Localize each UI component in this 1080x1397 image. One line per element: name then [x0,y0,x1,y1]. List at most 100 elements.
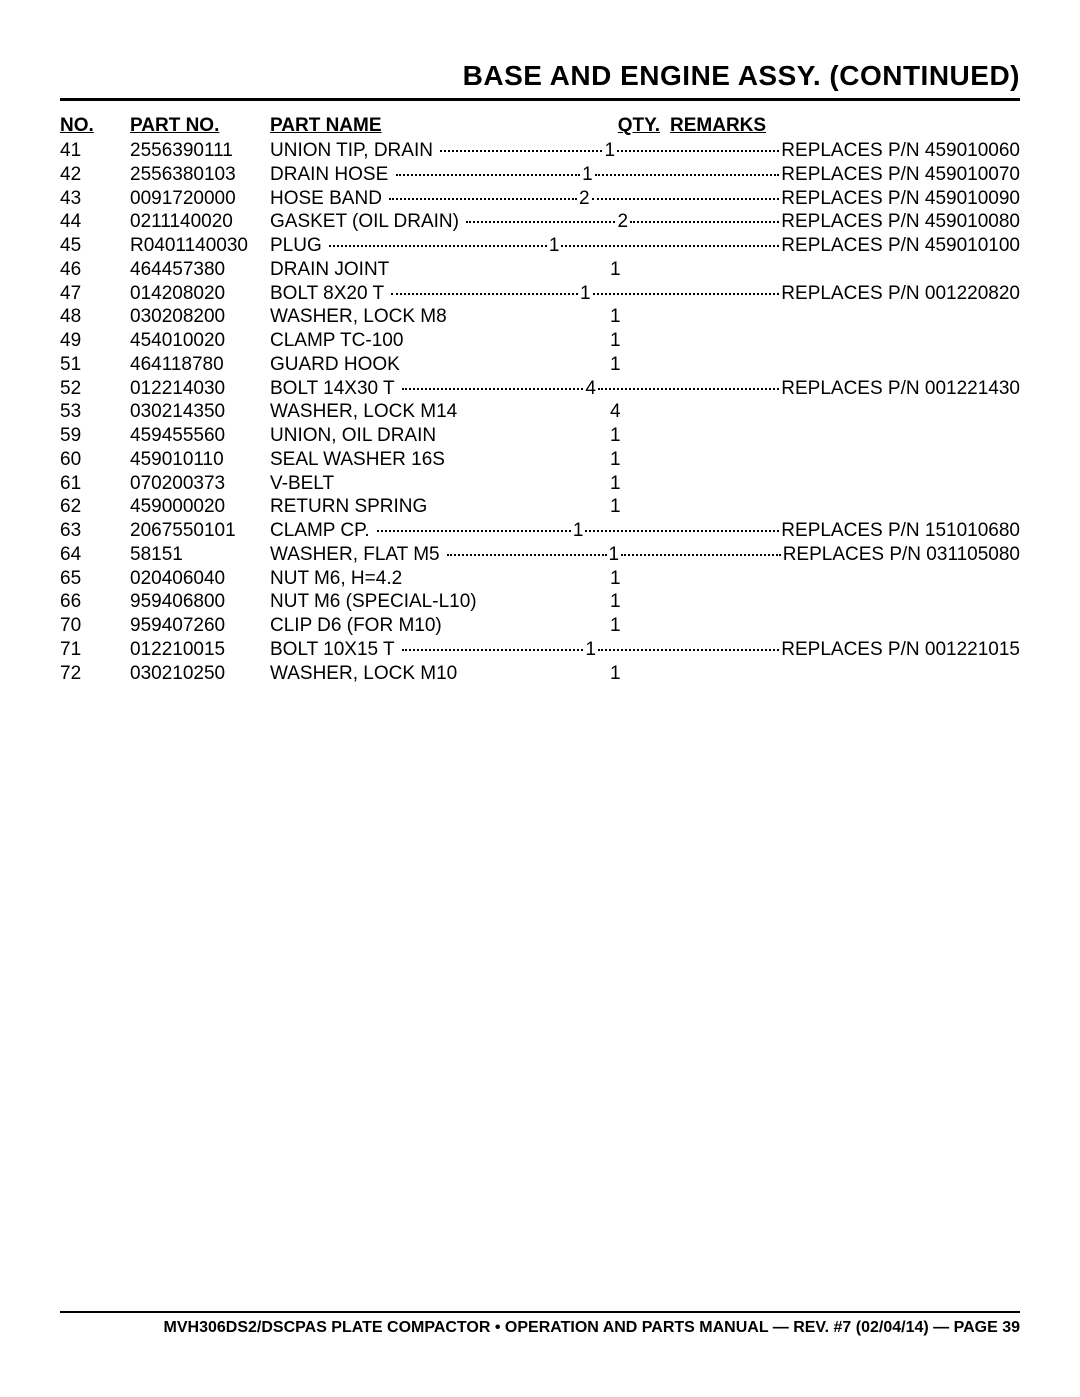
cell-part-name: CLAMP CP. [270,519,375,543]
cell-name-qty-rem: HOSE BAND 2REPLACES P/N 459010090 [270,187,1020,211]
cell-no: 65 [60,567,130,591]
dot-leader [447,554,607,556]
table-row: 632067550101CLAMP CP. 1REPLACES P/N 1510… [60,519,1020,543]
cell-qty: 1 [610,329,630,353]
cell-part-no: 0091720000 [130,187,270,211]
cell-part-name: GASKET (OIL DRAIN) [270,210,464,234]
header-part-name: PART NAME [270,115,610,137]
cell-part-name: V-BELT [270,472,610,496]
cell-qty: 4 [610,400,630,424]
table-row: 430091720000HOSE BAND 2REPLACES P/N 4590… [60,187,1020,211]
cell-qty: 1 [610,448,630,472]
cell-qty: 1 [573,519,584,543]
dot-leader [630,221,779,223]
cell-part-name: NUT M6, H=4.2 [270,567,610,591]
cell-name-qty-rem: UNION TIP, DRAIN 1REPLACES P/N 459010060 [270,139,1020,163]
cell-no: 52 [60,377,130,401]
cell-part-no: 012210015 [130,638,270,662]
cell-qty: 1 [610,590,630,614]
table-row: 70959407260CLIP D6 (FOR M10)1 [60,614,1020,638]
page-title: BASE AND ENGINE ASSY. (CONTINUED) [60,60,1020,101]
cell-no: 49 [60,329,130,353]
cell-part-name: WASHER, LOCK M14 [270,400,610,424]
cell-part-name: UNION TIP, DRAIN [270,139,438,163]
dot-leader [621,554,781,556]
cell-no: 62 [60,495,130,519]
cell-qty: 1 [609,543,620,567]
cell-part-name: UNION, OIL DRAIN [270,424,610,448]
cell-remarks: REPLACES P/N 459010100 [781,234,1020,258]
dot-leader [617,150,779,152]
header-qty: QTY. [610,115,670,137]
cell-part-name: CLAMP TC-100 [270,329,610,353]
cell-no: 66 [60,590,130,614]
cell-part-no: 459010110 [130,448,270,472]
cell-qty: 1 [549,234,560,258]
cell-part-name: CLIP D6 (FOR M10) [270,614,610,638]
cell-qty: 1 [610,472,630,496]
cell-qty: 2 [579,187,590,211]
cell-part-no: 2067550101 [130,519,270,543]
cell-qty: 1 [610,353,630,377]
dot-leader [402,388,583,390]
cell-qty: 1 [610,567,630,591]
cell-qty: 1 [582,163,593,187]
dot-leader [396,174,581,176]
cell-part-no: 464118780 [130,353,270,377]
dot-leader [592,198,780,200]
cell-qty: 1 [604,139,615,163]
dot-leader [377,530,571,532]
table-row: 65020406040NUT M6, H=4.21 [60,567,1020,591]
cell-part-no: 454010020 [130,329,270,353]
dot-leader [585,530,779,532]
table-row: 51464118780GUARD HOOK1 [60,353,1020,377]
cell-part-no: 959407260 [130,614,270,638]
cell-part-no: R0401140030 [130,234,270,258]
cell-no: 41 [60,139,130,163]
table-row: 48030208200WASHER, LOCK M81 [60,305,1020,329]
cell-part-no: 58151 [130,543,270,567]
cell-part-no: 464457380 [130,258,270,282]
table-row: 52012214030BOLT 14X30 T 4REPLACES P/N 00… [60,377,1020,401]
cell-name-qty-rem: WASHER, FLAT M5 1REPLACES P/N 031105080 [270,543,1020,567]
table-row: 72030210250WASHER, LOCK M101 [60,662,1020,686]
cell-remarks: REPLACES P/N 151010680 [781,519,1020,543]
table-row: 62459000020RETURN SPRING1 [60,495,1020,519]
dot-leader [402,649,583,651]
cell-part-no: 2556380103 [130,163,270,187]
cell-no: 60 [60,448,130,472]
cell-qty: 1 [610,495,630,519]
cell-name-qty-rem: BOLT 10X15 T 1REPLACES P/N 001221015 [270,638,1020,662]
cell-part-name: NUT M6 (SPECIAL-L10) [270,590,610,614]
cell-name-qty-rem: BOLT 14X30 T 4REPLACES P/N 001221430 [270,377,1020,401]
cell-no: 46 [60,258,130,282]
cell-part-name: GUARD HOOK [270,353,610,377]
cell-qty: 2 [617,210,628,234]
cell-no: 51 [60,353,130,377]
cell-no: 71 [60,638,130,662]
cell-remarks: REPLACES P/N 459010080 [781,210,1020,234]
cell-part-no: 459455560 [130,424,270,448]
cell-no: 48 [60,305,130,329]
table-row: 61070200373V-BELT1 [60,472,1020,496]
cell-no: 44 [60,210,130,234]
cell-part-no: 0211140020 [130,210,270,234]
cell-part-name: RETURN SPRING [270,495,610,519]
table-row: 412556390111UNION TIP, DRAIN 1REPLACES P… [60,139,1020,163]
cell-name-qty-rem: CLAMP CP. 1 REPLACES P/N 151010680 [270,519,1020,543]
header-part-no: PART NO. [130,115,270,137]
dot-leader [598,649,779,651]
cell-part-name: DRAIN JOINT [270,258,610,282]
cell-no: 61 [60,472,130,496]
table-header-row: NO. PART NO. PART NAME QTY. REMARKS [60,115,1020,137]
cell-no: 47 [60,282,130,306]
dot-leader [593,293,780,295]
table-row: 422556380103DRAIN HOSE 1REPLACES P/N 459… [60,163,1020,187]
table-row: 71012210015BOLT 10X15 T 1REPLACES P/N 00… [60,638,1020,662]
page: BASE AND ENGINE ASSY. (CONTINUED) NO. PA… [0,0,1080,1397]
cell-part-name: DRAIN HOSE [270,163,394,187]
cell-remarks: REPLACES P/N 459010090 [781,187,1020,211]
cell-part-no: 959406800 [130,590,270,614]
cell-no: 43 [60,187,130,211]
table-row: 49454010020CLAMP TC-1001 [60,329,1020,353]
